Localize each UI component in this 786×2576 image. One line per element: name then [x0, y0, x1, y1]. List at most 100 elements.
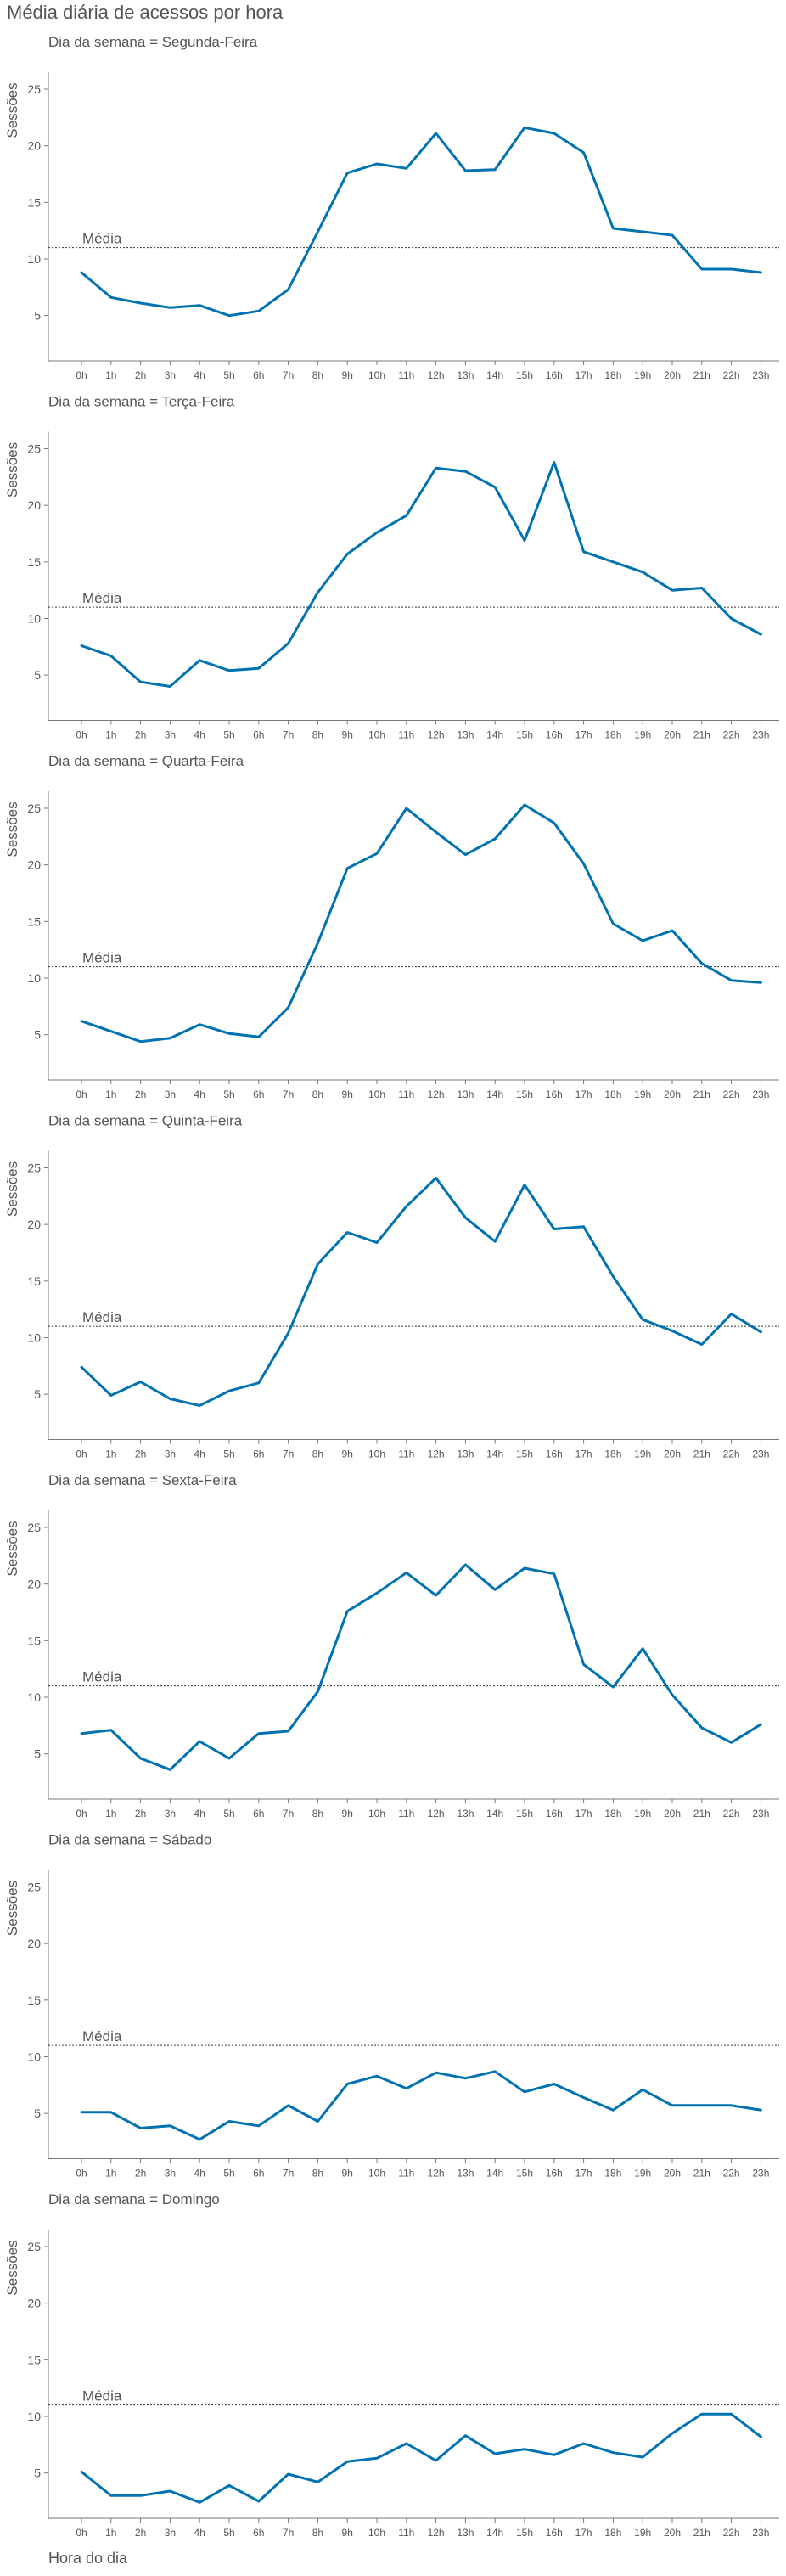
x-tick-label: 2h: [135, 1808, 146, 1820]
x-tick-label: 3h: [165, 2168, 176, 2179]
x-tick-label: 23h: [752, 1808, 769, 1820]
x-tick-label: 11h: [398, 1088, 414, 1100]
x-tick-label: 5h: [223, 369, 234, 381]
x-tick-label: 0h: [76, 1448, 87, 1460]
x-tick-label: 23h: [752, 369, 769, 381]
x-tick-label: 12h: [428, 1448, 445, 1460]
x-tick-label: 23h: [752, 2168, 769, 2179]
x-tick-label: 0h: [76, 2168, 87, 2179]
y-axis-label: Sessões: [4, 801, 20, 857]
x-tick-label: 22h: [723, 2527, 740, 2539]
x-tick-label: 5h: [223, 1808, 234, 1820]
x-tick-label: 2h: [135, 2168, 146, 2179]
x-tick-label: 14h: [486, 729, 503, 741]
y-tick-label: 15: [27, 195, 41, 209]
x-tick-label: 3h: [165, 2527, 176, 2539]
x-tick-label: 1h: [105, 1448, 116, 1460]
panel-title: Dia da semana = Terça-Feira: [48, 394, 235, 410]
mean-label: Média: [82, 2388, 122, 2404]
x-tick-label: 23h: [752, 1088, 769, 1100]
x-tick-label: 18h: [604, 1088, 621, 1100]
x-tick-label: 16h: [546, 1808, 563, 1820]
mean-label: Média: [82, 1309, 122, 1325]
y-axis-label: Sessões: [4, 2240, 20, 2295]
x-tick-label: 14h: [486, 1088, 503, 1100]
x-tick-label: 10h: [368, 2168, 385, 2179]
x-tick-label: 22h: [723, 729, 740, 741]
x-tick-label: 21h: [693, 1808, 710, 1820]
x-tick-label: 18h: [604, 369, 621, 381]
x-tick-label: 10h: [368, 1808, 385, 1820]
panel-title: Dia da semana = Quarta-Feira: [48, 753, 244, 769]
y-tick-label: 25: [27, 1161, 41, 1175]
y-tick-label: 5: [34, 1747, 41, 1761]
y-tick-label: 15: [27, 1994, 41, 2007]
x-tick-label: 13h: [457, 1808, 474, 1820]
y-axis-label: Sessões: [4, 82, 20, 138]
y-tick-label: 5: [34, 1387, 41, 1401]
x-tick-label: 10h: [368, 369, 385, 381]
x-tick-label: 7h: [283, 1088, 294, 1100]
mean-label: Média: [82, 2028, 122, 2044]
x-tick-label: 4h: [194, 1448, 205, 1460]
x-tick-label: 20h: [664, 1808, 681, 1820]
x-tick-label: 12h: [428, 2168, 445, 2179]
x-tick-label: 5h: [223, 1088, 234, 1100]
x-tick-label: 15h: [516, 1088, 533, 1100]
x-tick-label: 20h: [664, 1448, 681, 1460]
x-tick-label: 14h: [486, 2168, 503, 2179]
x-tick-label: 13h: [457, 2168, 474, 2179]
x-tick-label: 23h: [752, 1448, 769, 1460]
x-tick-label: 22h: [723, 1448, 740, 1460]
y-tick-label: 20: [27, 858, 41, 872]
x-tick-label: 10h: [368, 1448, 385, 1460]
x-tick-label: 2h: [135, 369, 146, 381]
x-tick-label: 6h: [253, 729, 264, 741]
x-tick-label: 5h: [223, 1448, 234, 1460]
x-tick-label: 6h: [253, 2168, 264, 2179]
y-tick-label: 25: [27, 442, 41, 456]
series-line: [80, 1563, 762, 1771]
x-tick-label: 0h: [76, 1088, 87, 1100]
x-tick-label: 18h: [604, 2168, 621, 2179]
series-line: [80, 1177, 762, 1407]
x-tick-label: 10h: [368, 1088, 385, 1100]
x-tick-label: 18h: [604, 2527, 621, 2539]
x-tick-label: 22h: [723, 1088, 740, 1100]
x-tick-label: 0h: [76, 369, 87, 381]
x-tick-label: 0h: [76, 2527, 87, 2539]
x-tick-label: 21h: [693, 1088, 710, 1100]
x-tick-label: 17h: [575, 369, 592, 381]
x-tick-label: 19h: [634, 369, 651, 381]
panel-title: Dia da semana = Domingo: [48, 2191, 220, 2208]
x-tick-label: 9h: [342, 729, 353, 741]
x-tick-label: 21h: [693, 2527, 710, 2539]
x-tick-label: 16h: [546, 369, 563, 381]
x-tick-label: 4h: [194, 729, 205, 741]
x-tick-label: 4h: [194, 1808, 205, 1820]
y-tick-label: 15: [27, 555, 41, 569]
x-tick-label: 2h: [135, 2527, 146, 2539]
x-tick-label: 9h: [342, 2527, 353, 2539]
x-tick-label: 7h: [283, 2168, 294, 2179]
x-tick-label: 12h: [428, 1088, 445, 1100]
x-tick-label: 1h: [105, 1088, 116, 1100]
y-tick-label: 10: [27, 612, 41, 626]
mean-label: Média: [82, 1669, 122, 1685]
x-tick-label: 3h: [165, 1088, 176, 1100]
x-tick-label: 8h: [312, 1088, 323, 1100]
y-tick-label: 10: [27, 1690, 41, 1704]
mean-label: Média: [82, 950, 122, 966]
x-tick-label: 6h: [253, 1448, 264, 1460]
x-tick-label: 11h: [398, 1808, 414, 1820]
x-tick-label: 7h: [283, 1448, 294, 1460]
x-tick-label: 2h: [135, 1088, 146, 1100]
y-axis-label: Sessões: [4, 1881, 20, 1936]
y-tick-label: 15: [27, 914, 41, 928]
x-tick-label: 13h: [457, 1088, 474, 1100]
x-tick-label: 5h: [223, 2527, 234, 2539]
y-tick-label: 10: [27, 252, 41, 266]
y-tick-label: 5: [34, 1028, 41, 1042]
x-tick-label: 17h: [575, 1448, 592, 1460]
